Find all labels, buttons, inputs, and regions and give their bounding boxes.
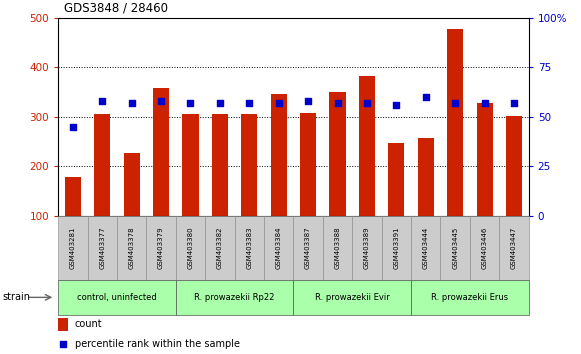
Bar: [352, 216, 382, 280]
Text: R. prowazekii Evir: R. prowazekii Evir: [315, 293, 390, 302]
Text: strain: strain: [3, 292, 31, 302]
Point: [421, 94, 431, 100]
Bar: [271, 93, 287, 216]
Bar: [58, 280, 175, 315]
Text: GDS3848 / 28460: GDS3848 / 28460: [64, 1, 168, 14]
Text: percentile rank within the sample: percentile rank within the sample: [74, 339, 239, 349]
Point: [156, 98, 166, 104]
Bar: [418, 138, 434, 216]
Text: GSM403387: GSM403387: [305, 227, 311, 269]
Text: GSM403382: GSM403382: [217, 227, 223, 269]
Text: GSM403445: GSM403445: [452, 227, 458, 269]
Bar: [293, 280, 411, 315]
Text: GSM403447: GSM403447: [511, 227, 517, 269]
Point: [274, 100, 284, 106]
Bar: [88, 216, 117, 280]
Point: [68, 124, 77, 130]
Text: GSM403389: GSM403389: [364, 227, 370, 269]
Bar: [499, 216, 529, 280]
Text: GSM403380: GSM403380: [188, 227, 193, 269]
Bar: [470, 216, 499, 280]
Text: GSM403377: GSM403377: [99, 227, 105, 269]
Bar: [175, 216, 205, 280]
Text: GSM403281: GSM403281: [70, 227, 76, 269]
Text: GSM403383: GSM403383: [246, 227, 252, 269]
Bar: [117, 216, 146, 280]
Bar: [411, 280, 529, 315]
Point: [98, 98, 107, 104]
Bar: [440, 216, 470, 280]
Bar: [506, 116, 522, 216]
Bar: [182, 114, 199, 216]
Text: GSM403446: GSM403446: [482, 227, 487, 269]
Point: [333, 100, 342, 106]
Text: GSM403391: GSM403391: [393, 227, 399, 269]
Bar: [329, 92, 346, 216]
Text: GSM403384: GSM403384: [276, 227, 282, 269]
Bar: [205, 216, 235, 280]
Point: [450, 100, 460, 106]
Bar: [264, 216, 293, 280]
Bar: [382, 216, 411, 280]
Point: [363, 100, 372, 106]
Bar: [476, 103, 493, 216]
Bar: [235, 216, 264, 280]
Point: [186, 100, 195, 106]
Bar: [241, 114, 257, 216]
Point: [510, 100, 519, 106]
Text: count: count: [74, 319, 102, 329]
Point: [392, 102, 401, 108]
Bar: [388, 143, 404, 216]
Bar: [64, 177, 81, 216]
Text: R. prowazekii Erus: R. prowazekii Erus: [431, 293, 508, 302]
Bar: [293, 216, 323, 280]
Bar: [58, 318, 69, 331]
Bar: [323, 216, 352, 280]
Point: [480, 100, 489, 106]
Bar: [153, 88, 169, 216]
Bar: [124, 153, 139, 216]
Text: control, uninfected: control, uninfected: [77, 293, 157, 302]
Text: GSM403378: GSM403378: [128, 227, 135, 269]
Text: GSM403388: GSM403388: [335, 227, 340, 269]
Point: [59, 341, 68, 347]
Bar: [447, 29, 463, 216]
Point: [215, 100, 224, 106]
Bar: [212, 114, 228, 216]
Point: [245, 100, 254, 106]
Bar: [411, 216, 440, 280]
Bar: [58, 216, 88, 280]
Bar: [175, 280, 293, 315]
Bar: [359, 76, 375, 216]
Text: GSM403379: GSM403379: [158, 227, 164, 269]
Bar: [94, 114, 110, 216]
Bar: [146, 216, 176, 280]
Point: [127, 100, 137, 106]
Text: R. prowazekii Rp22: R. prowazekii Rp22: [195, 293, 275, 302]
Text: GSM403444: GSM403444: [423, 227, 429, 269]
Bar: [300, 113, 316, 216]
Point: [303, 98, 313, 104]
